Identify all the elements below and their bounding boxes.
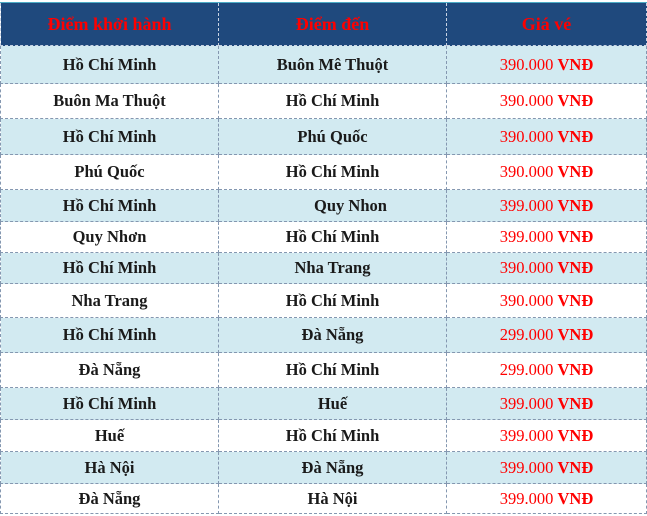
- price-value: 399.000: [499, 227, 554, 246]
- header-destination: Điểm đến: [218, 2, 447, 46]
- table-row: Hồ Chí Minh Nha Trang 390.000 VNĐ: [0, 252, 647, 284]
- currency-label: VNĐ: [557, 54, 594, 74]
- table-row: Phú Quốc Hồ Chí Minh 390.000 VNĐ: [0, 154, 647, 190]
- price-value: 390.000: [499, 258, 554, 277]
- price-cell: 299.000 VNĐ: [446, 317, 647, 353]
- departure-cell: Huế: [0, 419, 219, 452]
- header-departure: Điểm khởi hành: [0, 2, 219, 46]
- destination-cell: Hồ Chí Minh: [218, 154, 447, 190]
- price-cell: 399.000 VNĐ: [446, 189, 647, 222]
- departure-cell: Hồ Chí Minh: [0, 317, 219, 353]
- table-row: Hồ Chí Minh Quy Nhon 399.000 VNĐ: [0, 189, 647, 222]
- departure-cell: Quy Nhơn: [0, 221, 219, 253]
- departure-cell: Hồ Chí Minh: [0, 45, 219, 84]
- destination-cell: Hà Nội: [218, 483, 447, 514]
- header-price: Giá vé: [446, 2, 647, 46]
- currency-label: VNĐ: [557, 162, 594, 181]
- currency-label: VNĐ: [557, 91, 594, 110]
- price-value: 299.000: [499, 325, 554, 344]
- price-value: 399.000: [499, 195, 554, 215]
- departure-cell: Phú Quốc: [0, 154, 219, 190]
- destination-cell: Nha Trang: [218, 252, 447, 284]
- table-row: Quy Nhơn Hồ Chí Minh 399.000 VNĐ: [0, 221, 647, 253]
- departure-cell: Hồ Chí Minh: [0, 252, 219, 284]
- currency-label: VNĐ: [557, 195, 594, 215]
- price-value: 390.000: [499, 91, 554, 110]
- price-value: 399.000: [499, 488, 554, 508]
- currency-label: VNĐ: [557, 325, 594, 344]
- departure-cell: Hà Nội: [0, 451, 219, 484]
- currency-label: VNĐ: [557, 488, 594, 508]
- destination-cell: Huế: [218, 387, 447, 420]
- table-row: Đà Nẵng Hồ Chí Minh 299.000 VNĐ: [0, 352, 647, 388]
- currency-label: VNĐ: [557, 290, 594, 310]
- destination-cell: Phú Quốc: [218, 118, 447, 155]
- price-value: 390.000: [499, 290, 554, 310]
- price-cell: 390.000 VNĐ: [446, 252, 647, 284]
- currency-label: VNĐ: [557, 425, 594, 445]
- price-cell: 390.000 VNĐ: [446, 83, 647, 119]
- price-cell: 399.000 VNĐ: [446, 419, 647, 452]
- header-row: Điểm khởi hành Điểm đến Giá vé: [0, 2, 647, 46]
- price-value: 390.000: [499, 54, 554, 74]
- currency-label: VNĐ: [557, 360, 594, 379]
- price-value: 299.000: [499, 360, 554, 379]
- currency-label: VNĐ: [557, 457, 594, 477]
- destination-cell: Hồ Chí Minh: [218, 83, 447, 119]
- departure-cell: Hồ Chí Minh: [0, 118, 219, 155]
- price-value: 399.000: [499, 457, 554, 477]
- destination-cell: Hồ Chí Minh: [218, 419, 447, 452]
- destination-cell: Đà Nẵng: [218, 317, 447, 353]
- table-row: Hồ Chí Minh Huế 399.000 VNĐ: [0, 387, 647, 420]
- table-row: Huế Hồ Chí Minh 399.000 VNĐ: [0, 419, 647, 452]
- price-cell: 390.000 VNĐ: [446, 283, 647, 318]
- departure-cell: Hồ Chí Minh: [0, 387, 219, 420]
- price-value: 390.000: [499, 126, 554, 146]
- currency-label: VNĐ: [557, 126, 594, 146]
- table-row: Hồ Chí Minh Đà Nẵng 299.000 VNĐ: [0, 317, 647, 353]
- departure-cell: Buôn Ma Thuột: [0, 83, 219, 119]
- currency-label: VNĐ: [557, 393, 594, 413]
- price-cell: 390.000 VNĐ: [446, 45, 647, 84]
- price-value: 399.000: [499, 393, 554, 413]
- table-row: Hà Nội Đà Nẵng 399.000 VNĐ: [0, 451, 647, 484]
- departure-cell: Nha Trang: [0, 283, 219, 318]
- price-cell: 299.000 VNĐ: [446, 352, 647, 388]
- table-row: Đà Nẵng Hà Nội 399.000 VNĐ: [0, 483, 647, 514]
- destination-cell: Quy Nhon: [218, 189, 447, 222]
- destination-cell: Đà Nẵng: [218, 451, 447, 484]
- destination-cell: Hồ Chí Minh: [218, 221, 447, 253]
- destination-cell: Hồ Chí Minh: [218, 352, 447, 388]
- table-row: Hồ Chí Minh Phú Quốc 390.000 VNĐ: [0, 118, 647, 155]
- departure-cell: Đà Nẵng: [0, 483, 219, 514]
- table-row: Buôn Ma Thuột Hồ Chí Minh 390.000 VNĐ: [0, 83, 647, 119]
- price-cell: 399.000 VNĐ: [446, 483, 647, 514]
- price-cell: 390.000 VNĐ: [446, 154, 647, 190]
- destination-cell: Buôn Mê Thuột: [218, 45, 447, 84]
- destination-cell: Hồ Chí Minh: [218, 283, 447, 318]
- departure-cell: Đà Nẵng: [0, 352, 219, 388]
- price-value: 399.000: [499, 425, 554, 445]
- price-cell: 399.000 VNĐ: [446, 451, 647, 484]
- table-row: Hồ Chí Minh Buôn Mê Thuột 390.000 VNĐ: [0, 45, 647, 84]
- departure-cell: Hồ Chí Minh: [0, 189, 219, 222]
- table-row: Nha Trang Hồ Chí Minh 390.000 VNĐ: [0, 283, 647, 318]
- price-value: 390.000: [499, 162, 554, 181]
- price-cell: 390.000 VNĐ: [446, 118, 647, 155]
- currency-label: VNĐ: [557, 227, 594, 246]
- currency-label: VNĐ: [557, 258, 594, 277]
- price-cell: 399.000 VNĐ: [446, 387, 647, 420]
- price-cell: 399.000 VNĐ: [446, 221, 647, 253]
